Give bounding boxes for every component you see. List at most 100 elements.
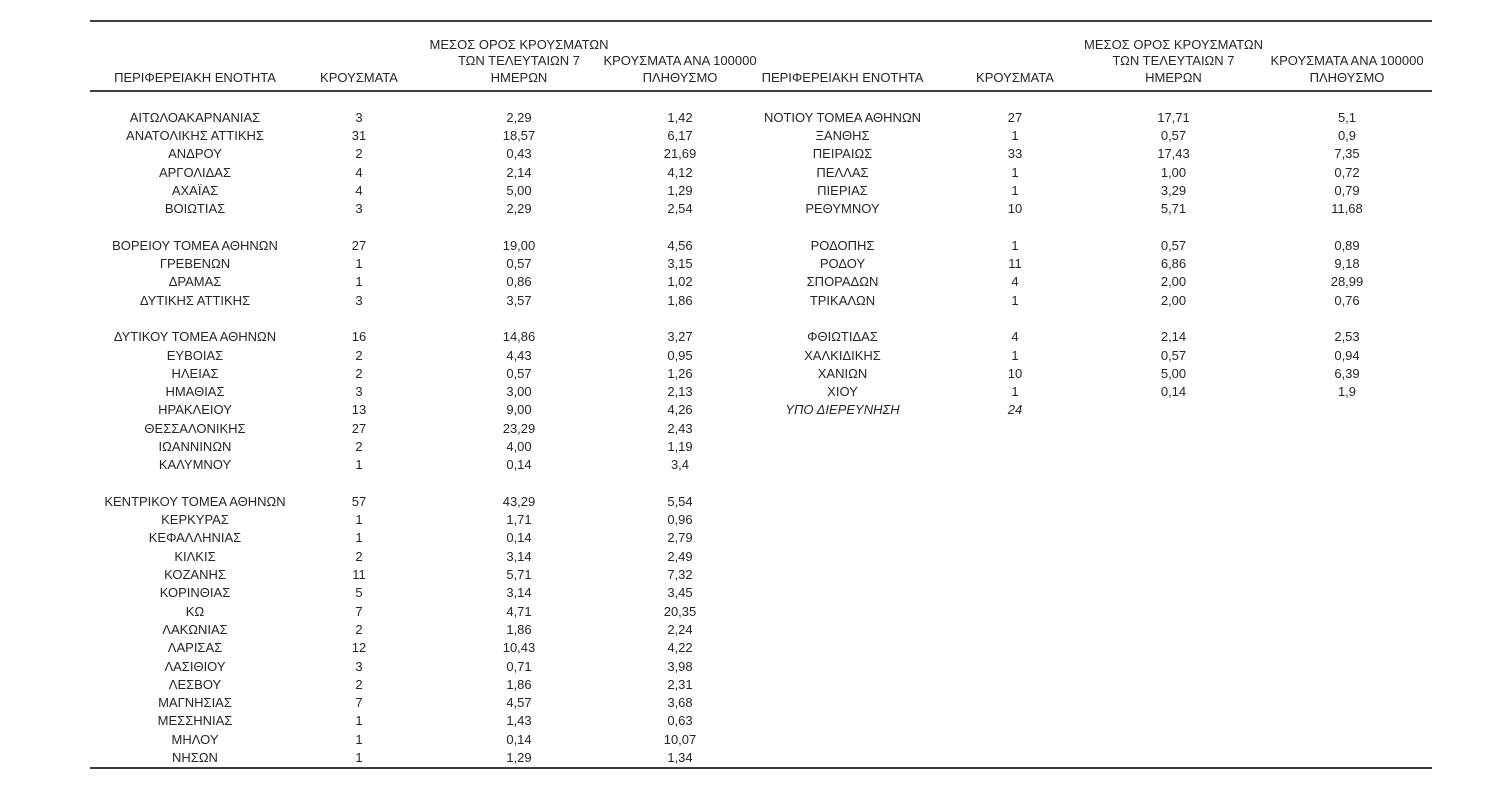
- cell-left-region: ΛΑΡΙΣΑΣ: [167, 640, 223, 656]
- cell-right-region: [740, 602, 945, 620]
- table-row: ΛΑΡΙΣΑΣ 12 10,43 4,22: [90, 639, 1432, 657]
- cell-right-per100k: [1262, 437, 1432, 455]
- cell-left-region: ΗΡΑΚΛΕΙΟΥ: [158, 402, 232, 418]
- cell-right-per100k: 5,1: [1337, 109, 1357, 125]
- cell-left-avg7: 18,57: [502, 127, 536, 143]
- cell-right-avg7: [1085, 547, 1262, 565]
- cell-right-per100k: [1262, 419, 1432, 437]
- cell-left-region: ΝΗΣΩΝ: [172, 750, 218, 766]
- cell-right-avg7: [1085, 639, 1262, 657]
- header-per100k-right: ΚΡΟΥΣΜΑΤΑ ΑΝΑ 100000 ΠΛΗΘΥΣΜΟ: [1262, 22, 1432, 92]
- header-region-right: ΠΕΡΙΦΕΡΕΙΑΚΗ ΕΝΟΤΗΤΑ: [740, 22, 945, 92]
- cell-right-avg7: [1085, 712, 1262, 730]
- cell-right-avg7: 17,43: [1157, 146, 1190, 162]
- cell-left-per100k: 1,29: [667, 182, 693, 198]
- table-row: ΜΗΛΟΥ 1 0,14 10,07: [90, 730, 1432, 748]
- table-header: ΠΕΡΙΦΕΡΕΙΑΚΗ ΕΝΟΤΗΤΑ ΚΡΟΥΣΜΑΤΑ ΜΕΣΟΣ ΟΡΟ…: [90, 22, 1432, 92]
- cell-right-cases: 10: [1007, 365, 1023, 381]
- cell-right-cases: [945, 712, 1085, 730]
- table-row: ΗΡΑΚΛΕΙΟΥ 13 9,00 4,26 ΥΠΟ ΔΙΕΡΕΥΝΗΣΗ 24: [90, 401, 1432, 419]
- cell-left-region: ΛΑΚΩΝΙΑΣ: [162, 621, 228, 637]
- cell-right-per100k: [1262, 602, 1432, 620]
- cell-left-avg7: 2,29: [506, 109, 532, 125]
- cell-left-per100k: 0,96: [667, 512, 693, 528]
- cell-left-avg7: 10,43: [502, 640, 536, 656]
- cell-left-region: ΔΡΑΜΑΣ: [168, 274, 222, 290]
- cell-right-region: [740, 748, 945, 766]
- cell-right-per100k: 0,94: [1334, 347, 1360, 363]
- cell-left-region: ΑΧΑΪΑΣ: [171, 182, 219, 198]
- spacer-row: [90, 218, 1432, 236]
- cell-left-per100k: 2,49: [667, 548, 693, 564]
- cell-left-avg7: 4,43: [506, 347, 532, 363]
- cell-left-avg7: 23,29: [502, 420, 536, 436]
- cell-right-per100k: [1262, 511, 1432, 529]
- cell-left-cases: 3: [355, 384, 363, 400]
- cell-left-cases: 1: [355, 256, 363, 272]
- cell-right-cases: [945, 456, 1085, 474]
- cell-left-per100k: 7,32: [667, 567, 693, 583]
- cell-left-avg7: 3,14: [506, 585, 532, 601]
- cell-right-region: ΧΑΝΙΩΝ: [817, 365, 868, 381]
- table-row: ΛΑΚΩΝΙΑΣ 2 1,86 2,24: [90, 620, 1432, 638]
- cell-left-cases: 2: [355, 621, 363, 637]
- cell-right-region: ΦΘΙΩΤΙΔΑΣ: [807, 329, 878, 345]
- cell-left-region: ΜΑΓΝΗΣΙΑΣ: [158, 695, 232, 711]
- table-row: ΚΟΡΙΝΘΙΑΣ 5 3,14 3,45: [90, 584, 1432, 602]
- cell-left-per100k: 3,45: [667, 585, 693, 601]
- cell-right-per100k: 28,99: [1330, 274, 1364, 290]
- cell-right-avg7: [1085, 584, 1262, 602]
- cell-left-region: ΒΟΡΕΙΟΥ ΤΟΜΕΑ ΑΘΗΝΩΝ: [112, 237, 278, 253]
- cell-right-avg7: 0,57: [1160, 237, 1187, 253]
- cell-right-cases: [945, 602, 1085, 620]
- table-row: ΝΗΣΩΝ 1 1,29 1,34: [90, 748, 1432, 766]
- table-row: ΑΝΑΤΟΛΙΚΗΣ ΑΤΤΙΚΗΣ 31 18,57 6,17 ΞΑΝΘΗΣ 1 0,57…: [90, 126, 1432, 144]
- cell-right-region: [740, 529, 945, 547]
- cell-left-avg7: 1,86: [506, 676, 532, 692]
- cell-left-avg7: 3,14: [506, 548, 532, 564]
- cell-left-region: ΚΟΡΙΝΘΙΑΣ: [159, 585, 231, 601]
- cell-left-avg7: 1,29: [506, 750, 532, 766]
- cell-right-region: [740, 584, 945, 602]
- cell-right-cases: [945, 511, 1085, 529]
- cell-left-per100k: 1,86: [667, 292, 693, 308]
- cell-left-region: ΔΥΤΙΚΗΣ ΑΤΤΙΚΗΣ: [139, 292, 251, 308]
- cell-left-per100k: 1,26: [667, 365, 693, 381]
- cell-left-cases: 3: [355, 292, 363, 308]
- header-cases-right: ΚΡΟΥΣΜΑΤΑ: [945, 22, 1085, 92]
- cell-left-per100k: 4,26: [667, 402, 693, 418]
- cell-right-region: [740, 565, 945, 583]
- cell-left-cases: 1: [355, 512, 363, 528]
- cell-left-avg7: 0,14: [506, 457, 532, 473]
- cell-right-avg7: [1085, 419, 1262, 437]
- cell-left-per100k: 10,07: [663, 731, 697, 747]
- cell-right-cases: [945, 492, 1085, 510]
- cell-right-region: [740, 657, 945, 675]
- cell-left-cases: 4: [355, 182, 363, 198]
- cell-right-avg7: [1085, 748, 1262, 766]
- cell-left-cases: 31: [351, 127, 367, 143]
- cell-left-region: ΚΕΡΚΥΡΑΣ: [161, 512, 229, 528]
- cell-right-per100k: 0,89: [1334, 237, 1360, 253]
- spacer-cell: [90, 218, 1432, 236]
- cell-left-cases: 1: [355, 713, 363, 729]
- cell-right-avg7: 0,57: [1160, 127, 1187, 143]
- cell-right-region: ΠΕΙΡΑΙΩΣ: [812, 146, 873, 162]
- spacer-cell: [90, 474, 1432, 492]
- cell-left-region: ΚΑΛΥΜΝΟΥ: [158, 457, 232, 473]
- cell-right-cases: [945, 584, 1085, 602]
- cell-right-cases: 1: [1011, 127, 1019, 143]
- cell-left-cases: 13: [351, 402, 367, 418]
- table-row: ΛΑΣΙΘΙΟΥ 3 0,71 3,98: [90, 657, 1432, 675]
- cell-left-region: ΙΩΑΝΝΙΝΩΝ: [158, 438, 232, 454]
- cell-right-avg7: [1085, 529, 1262, 547]
- cell-right-per100k: [1262, 675, 1432, 693]
- cell-left-region: ΑΝΔΡΟΥ: [168, 146, 222, 162]
- spacer-cell: [90, 309, 1432, 327]
- cell-left-avg7: 4,71: [506, 603, 532, 619]
- cell-right-per100k: [1262, 620, 1432, 638]
- cell-left-region: ΑΡΓΟΛΙΔΑΣ: [158, 164, 232, 180]
- cell-left-cases: 1: [355, 274, 363, 290]
- cell-right-per100k: 7,35: [1334, 146, 1360, 162]
- cell-right-cases: [945, 748, 1085, 766]
